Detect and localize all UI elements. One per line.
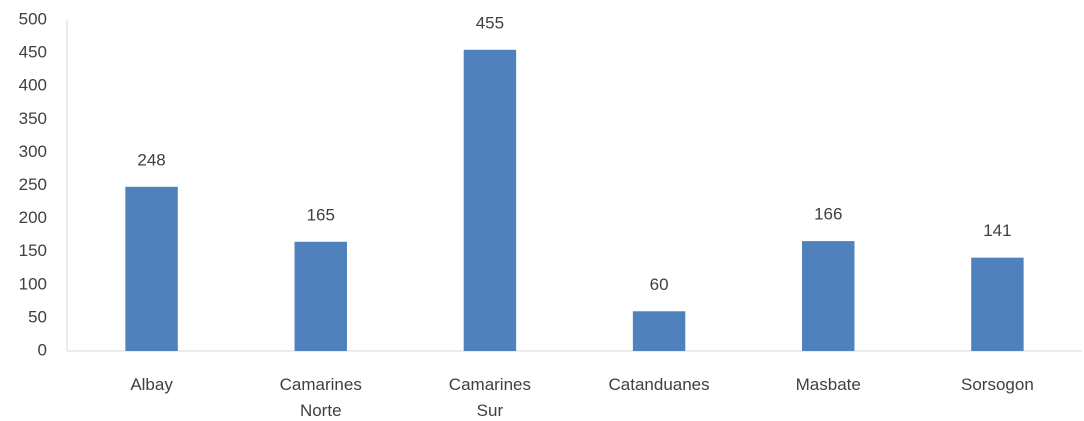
data-label: 165 <box>307 205 335 224</box>
y-tick-label: 500 <box>19 9 47 28</box>
data-label: 141 <box>983 221 1011 240</box>
y-tick-label: 200 <box>19 208 47 227</box>
y-tick-label: 400 <box>19 76 47 95</box>
bar <box>463 49 517 351</box>
data-label: 166 <box>814 205 842 224</box>
data-label: 248 <box>137 150 165 169</box>
x-tick-label: Masbate <box>795 375 861 394</box>
bar <box>294 241 347 351</box>
x-tick-label: Camarines Sur <box>448 375 531 420</box>
data-label: 455 <box>476 13 504 32</box>
x-tick-label: Catanduanes <box>608 375 710 394</box>
y-tick-label: 250 <box>19 175 47 194</box>
bar <box>802 241 855 351</box>
y-tick-label: 0 <box>38 340 47 359</box>
bar <box>971 257 1024 351</box>
y-tick-label: 450 <box>19 43 47 62</box>
y-tick-label: 100 <box>19 274 47 293</box>
data-label: 60 <box>650 275 669 294</box>
y-tick-label: 300 <box>19 142 47 161</box>
x-tick-label: Albay <box>130 375 173 394</box>
bar <box>125 186 178 351</box>
y-tick-label: 50 <box>28 307 47 326</box>
y-tick-label: 350 <box>19 109 47 128</box>
x-tick-label: Camarines Norte <box>279 375 362 420</box>
x-tick-label: Sorsogon <box>961 375 1034 394</box>
y-tick-label: 150 <box>19 241 47 260</box>
bar <box>632 311 686 351</box>
